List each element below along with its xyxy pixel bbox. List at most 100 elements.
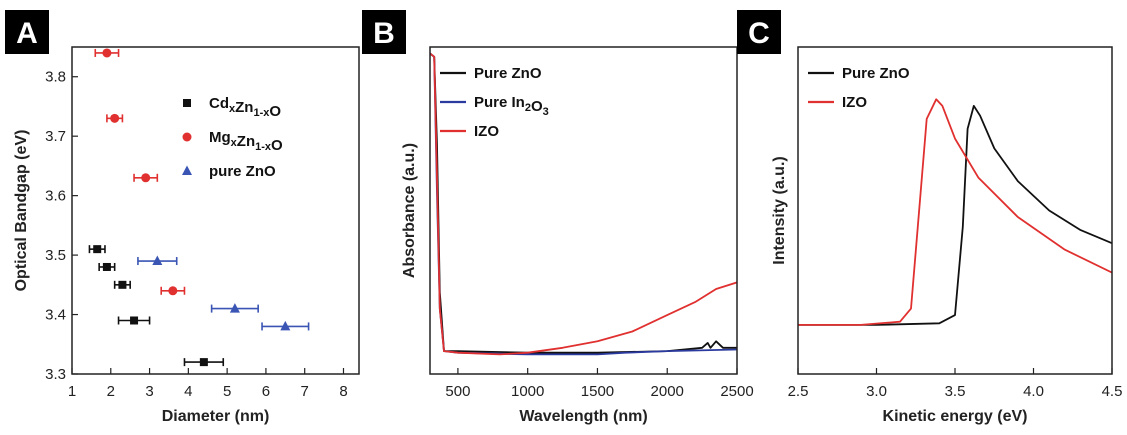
y-axis-title: Absorbance (a.u.) bbox=[401, 143, 418, 278]
x-tick-label: 3 bbox=[145, 383, 153, 400]
panel-letter-badge bbox=[5, 10, 49, 54]
x-tick-label: 4.5 bbox=[1102, 383, 1123, 400]
marker bbox=[152, 255, 163, 266]
data-point bbox=[88, 245, 106, 254]
x-tick-label: 4 bbox=[184, 383, 192, 400]
x-axis-ticks: 500 1000 1500 2000 2500 bbox=[445, 368, 754, 400]
x-tick-label: 1000 bbox=[511, 383, 544, 400]
x-tick-label: 3.0 bbox=[866, 383, 887, 400]
data-point bbox=[261, 320, 310, 331]
x-tick-label: 500 bbox=[445, 383, 470, 400]
data-point bbox=[183, 358, 225, 367]
legend-item: Pure ZnO bbox=[440, 65, 542, 82]
series-0 bbox=[88, 245, 225, 367]
y-axis-ticks: 3.3 3.4 3.5 3.6 3.7 3.8 bbox=[45, 69, 78, 383]
legend-item: IZO bbox=[440, 123, 499, 140]
panel-a: A 1 2 3 4 5 6 7 8 3.3 3.4 3.5 3.6 3.7 3.8 Diameter (nm)… bbox=[5, 10, 360, 425]
y-tick-label: 3.3 bbox=[45, 366, 66, 383]
series-1 bbox=[94, 48, 186, 296]
data-point bbox=[160, 286, 186, 296]
panel-letter: B bbox=[373, 17, 395, 50]
x-tick-label: 1500 bbox=[581, 383, 614, 400]
panel-letter-badge bbox=[362, 10, 406, 54]
legend-item: IZO bbox=[808, 94, 867, 111]
series-line-2 bbox=[430, 52, 737, 356]
x-axis-ticks: 2.5 3.0 3.5 4.0 4.5 bbox=[788, 368, 1123, 400]
legend-label: IZO bbox=[474, 123, 499, 140]
marker bbox=[93, 245, 102, 254]
x-tick-label: 2 bbox=[107, 383, 115, 400]
series-line-0 bbox=[798, 105, 1112, 326]
x-axis-title: Wavelength (nm) bbox=[519, 408, 647, 425]
legend: Pure ZnO Pure In2O3 IZO bbox=[440, 65, 549, 140]
legend: Pure ZnO IZO bbox=[808, 65, 910, 111]
data-point bbox=[137, 255, 178, 266]
y-tick-label: 3.7 bbox=[45, 128, 66, 145]
legend-marker bbox=[182, 132, 192, 142]
panel-c: C 2.5 3.0 3.5 4.0 4.5 Kinetic energy (eV) Inten… bbox=[737, 10, 1122, 425]
y-tick-label: 3.4 bbox=[45, 307, 66, 324]
marker bbox=[102, 262, 111, 271]
legend-label: pure ZnO bbox=[209, 163, 276, 180]
series-line-1 bbox=[798, 98, 1112, 326]
legend-label: Pure ZnO bbox=[474, 65, 542, 82]
x-tick-label: 5 bbox=[223, 383, 231, 400]
legend-label: Pure In2O3 bbox=[474, 94, 549, 118]
marker bbox=[118, 280, 127, 289]
marker bbox=[130, 316, 139, 325]
y-axis-title: Intensity (a.u.) bbox=[771, 156, 788, 264]
panel-letter: A bbox=[16, 17, 38, 50]
marker bbox=[199, 358, 208, 367]
series-2 bbox=[137, 255, 310, 331]
x-tick-label: 1 bbox=[68, 383, 76, 400]
legend-label: CdxZn1-xO bbox=[209, 95, 281, 120]
data-point bbox=[98, 262, 116, 271]
x-tick-label: 2500 bbox=[720, 383, 753, 400]
legend-item: Pure ZnO bbox=[808, 65, 910, 82]
x-tick-label: 7 bbox=[301, 383, 309, 400]
legend-item: MgxZn1-xO bbox=[182, 129, 283, 154]
data-point bbox=[117, 316, 151, 325]
legend-item: pure ZnO bbox=[182, 163, 276, 180]
x-axis-title: Diameter (nm) bbox=[162, 408, 270, 425]
legend-label: MgxZn1-xO bbox=[209, 129, 283, 154]
marker bbox=[168, 286, 178, 296]
legend-item: CdxZn1-xO bbox=[183, 95, 281, 120]
plot-area bbox=[430, 52, 737, 356]
x-tick-label: 4.0 bbox=[1023, 383, 1044, 400]
panel-b: B 500 1000 1500 2000 2500 Wavelength (nm) Absor… bbox=[362, 10, 754, 425]
plot-area bbox=[88, 48, 310, 367]
x-axis-title: Kinetic energy (eV) bbox=[883, 408, 1028, 425]
x-tick-label: 3.5 bbox=[945, 383, 966, 400]
panel-letter-badge bbox=[737, 10, 781, 54]
data-point bbox=[106, 113, 124, 123]
plot-frame bbox=[71, 46, 360, 375]
data-point bbox=[133, 173, 159, 183]
x-tick-label: 6 bbox=[262, 383, 270, 400]
y-tick-label: 3.8 bbox=[45, 69, 66, 86]
plot-area bbox=[798, 98, 1112, 326]
plot-frame bbox=[429, 46, 738, 375]
legend-marker bbox=[182, 165, 192, 175]
legend: CdxZn1-xO MgxZn1-xO pure ZnO bbox=[182, 95, 283, 180]
y-axis-title: Optical Bandgap (eV) bbox=[13, 130, 30, 292]
y-tick-label: 3.5 bbox=[45, 247, 66, 264]
marker bbox=[141, 173, 151, 183]
marker bbox=[280, 320, 291, 331]
data-point bbox=[113, 280, 131, 289]
marker bbox=[229, 303, 240, 313]
legend-marker bbox=[183, 99, 191, 107]
y-tick-label: 3.6 bbox=[45, 188, 66, 205]
data-point bbox=[210, 303, 259, 313]
plot-frame bbox=[797, 46, 1113, 375]
marker bbox=[102, 48, 112, 58]
x-tick-label: 2.5 bbox=[788, 383, 809, 400]
x-tick-label: 2000 bbox=[651, 383, 684, 400]
marker bbox=[110, 113, 120, 123]
legend-label: Pure ZnO bbox=[842, 65, 910, 82]
x-axis-ticks: 1 2 3 4 5 6 7 8 bbox=[68, 368, 348, 400]
data-point bbox=[94, 48, 120, 58]
legend-item: Pure In2O3 bbox=[440, 94, 549, 118]
panel-letter: C bbox=[748, 17, 770, 50]
